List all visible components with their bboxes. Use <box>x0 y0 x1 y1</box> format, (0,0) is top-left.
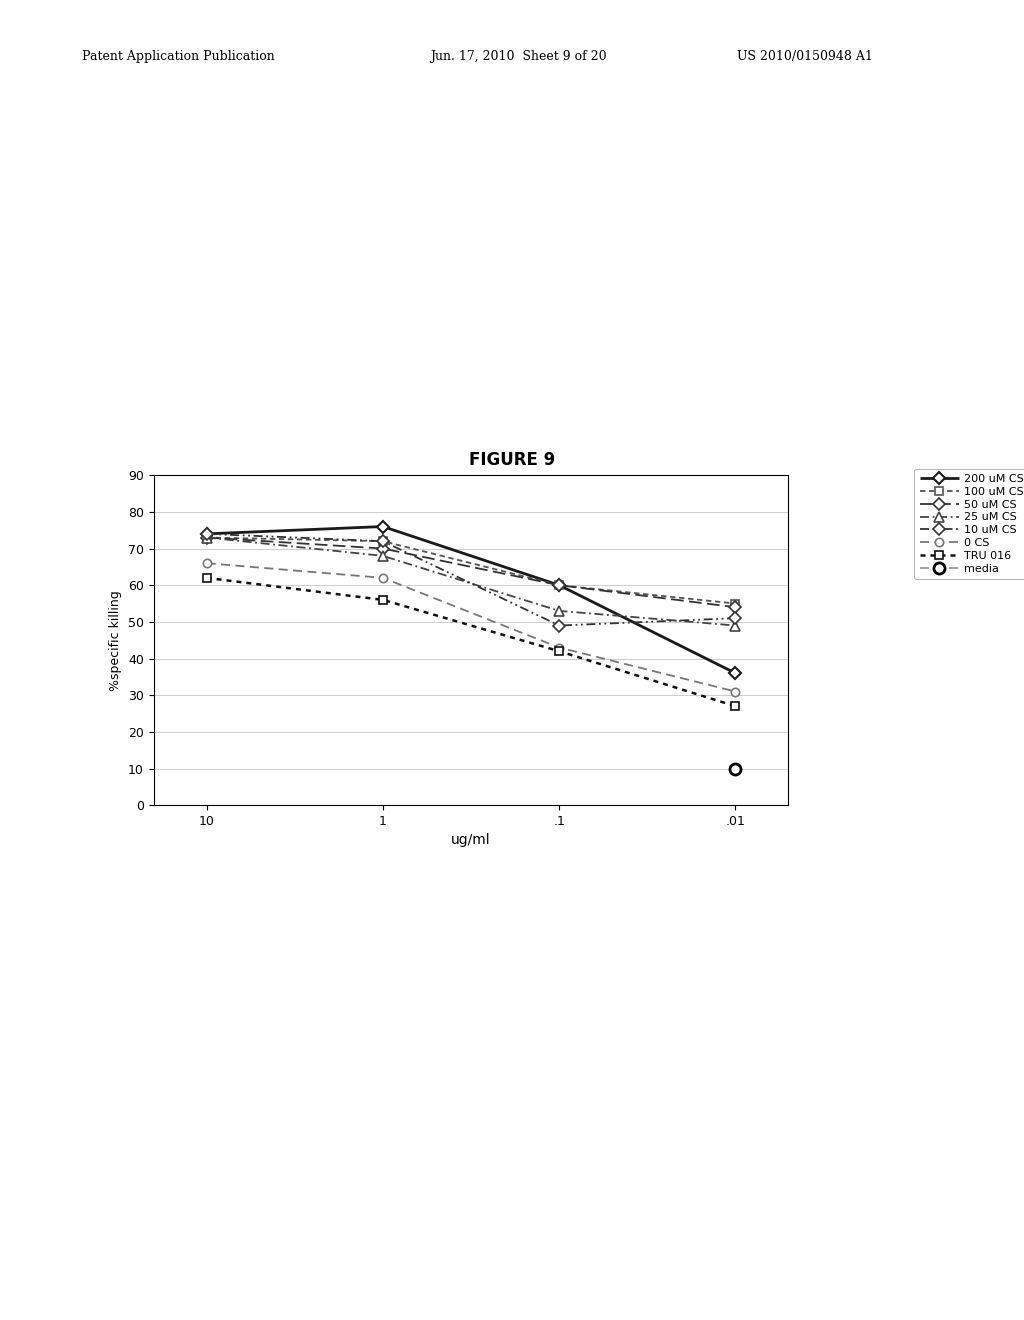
10 uM CS <box>201 525 213 541</box>
Text: FIGURE 9: FIGURE 9 <box>469 450 555 469</box>
TRU 016 <box>201 570 213 586</box>
25 uM CS <box>729 618 741 634</box>
0 CS <box>377 570 389 586</box>
Line: 200 uM CS: 200 uM CS <box>203 523 739 677</box>
Text: US 2010/0150948 A1: US 2010/0150948 A1 <box>737 50 873 63</box>
Legend: 200 uM CS, 100 uM CS, 50 uM CS, 25 uM CS, 10 uM CS, 0 CS, TRU 016, media: 200 uM CS, 100 uM CS, 50 uM CS, 25 uM CS… <box>914 469 1024 579</box>
25 uM CS <box>201 529 213 545</box>
Line: 0 CS: 0 CS <box>203 560 739 696</box>
25 uM CS <box>377 548 389 564</box>
25 uM CS <box>553 603 565 619</box>
Y-axis label: %specific killing: %specific killing <box>110 590 122 690</box>
100 uM CS <box>729 595 741 611</box>
200 uM CS <box>553 577 565 593</box>
Line: 50 uM CS: 50 uM CS <box>203 533 739 611</box>
100 uM CS <box>377 533 389 549</box>
Line: TRU 016: TRU 016 <box>203 574 739 710</box>
TRU 016 <box>729 698 741 714</box>
100 uM CS <box>201 529 213 545</box>
0 CS <box>553 640 565 656</box>
Line: 25 uM CS: 25 uM CS <box>202 533 740 631</box>
TRU 016 <box>553 643 565 659</box>
10 uM CS <box>553 618 565 634</box>
10 uM CS <box>729 610 741 626</box>
Text: Jun. 17, 2010  Sheet 9 of 20: Jun. 17, 2010 Sheet 9 of 20 <box>430 50 606 63</box>
Line: 100 uM CS: 100 uM CS <box>203 533 739 607</box>
50 uM CS <box>553 577 565 593</box>
10 uM CS <box>377 533 389 549</box>
200 uM CS <box>201 525 213 541</box>
200 uM CS <box>729 665 741 681</box>
200 uM CS <box>377 519 389 535</box>
50 uM CS <box>201 529 213 545</box>
0 CS <box>201 556 213 572</box>
50 uM CS <box>729 599 741 615</box>
50 uM CS <box>377 541 389 557</box>
Text: Patent Application Publication: Patent Application Publication <box>82 50 274 63</box>
TRU 016 <box>377 591 389 607</box>
0 CS <box>729 684 741 700</box>
X-axis label: ug/ml: ug/ml <box>452 833 490 847</box>
Line: 10 uM CS: 10 uM CS <box>203 529 739 630</box>
100 uM CS <box>553 577 565 593</box>
